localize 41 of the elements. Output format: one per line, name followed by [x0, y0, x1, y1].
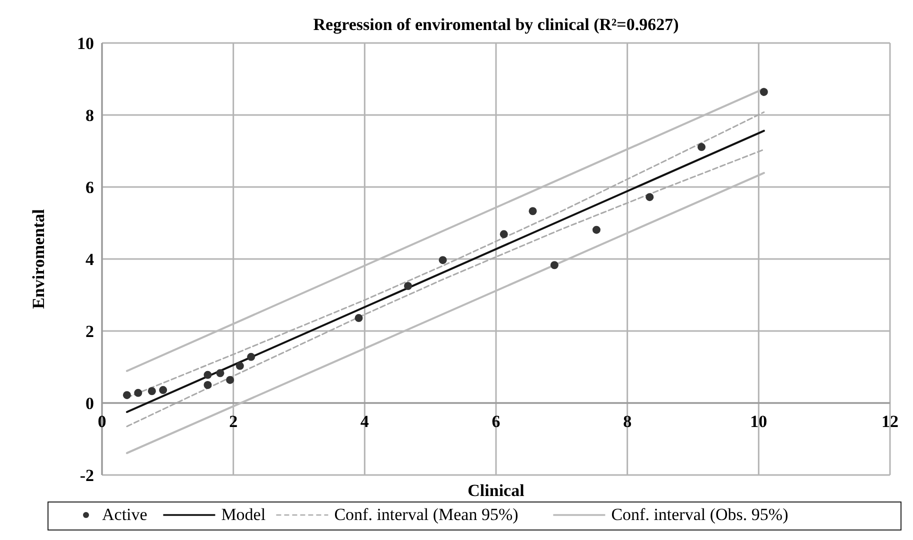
point	[438, 256, 447, 264]
y-tick-label: 8	[86, 106, 94, 125]
point	[204, 370, 212, 379]
point	[404, 282, 412, 290]
point	[134, 388, 142, 397]
x-tick-label: 8	[623, 412, 632, 431]
point	[148, 387, 156, 396]
point	[646, 193, 654, 202]
point	[236, 362, 244, 370]
legend-label: Model	[221, 505, 266, 524]
point	[226, 376, 234, 384]
y-tick-label: 2	[86, 322, 94, 341]
y-tick-label: -2	[80, 466, 94, 485]
x-tick-label: 10	[750, 412, 768, 431]
legend-label: Active	[102, 505, 148, 524]
point	[159, 386, 168, 394]
point	[698, 143, 706, 152]
point	[760, 88, 768, 96]
point	[247, 352, 256, 361]
point	[122, 391, 131, 400]
y-axis-title: Enviromental	[29, 208, 48, 309]
y-tick-label: 0	[86, 394, 94, 413]
point	[500, 230, 508, 238]
chart-title: Regression of enviromental by clinical (R²=0.9627)	[313, 15, 679, 34]
point	[592, 226, 600, 234]
legend-label: Conf. interval (Mean 95%)	[334, 505, 518, 524]
point	[216, 369, 224, 378]
y-tick-label: 6	[86, 178, 94, 197]
y-tick-label: 10	[77, 34, 94, 53]
y-tick-label: 4	[86, 250, 94, 269]
x-tick-label: 12	[882, 412, 898, 431]
point	[204, 381, 212, 389]
legend-label: Conf. interval (Obs. 95%)	[611, 505, 788, 524]
x-axis-title: Clinical	[468, 481, 525, 500]
x-tick-label: 0	[98, 412, 106, 431]
point	[528, 207, 537, 216]
x-tick-label: 6	[492, 412, 500, 431]
point	[354, 314, 363, 322]
x-tick-label: 2	[229, 412, 238, 431]
point	[550, 261, 558, 270]
x-tick-label: 4	[360, 412, 370, 431]
